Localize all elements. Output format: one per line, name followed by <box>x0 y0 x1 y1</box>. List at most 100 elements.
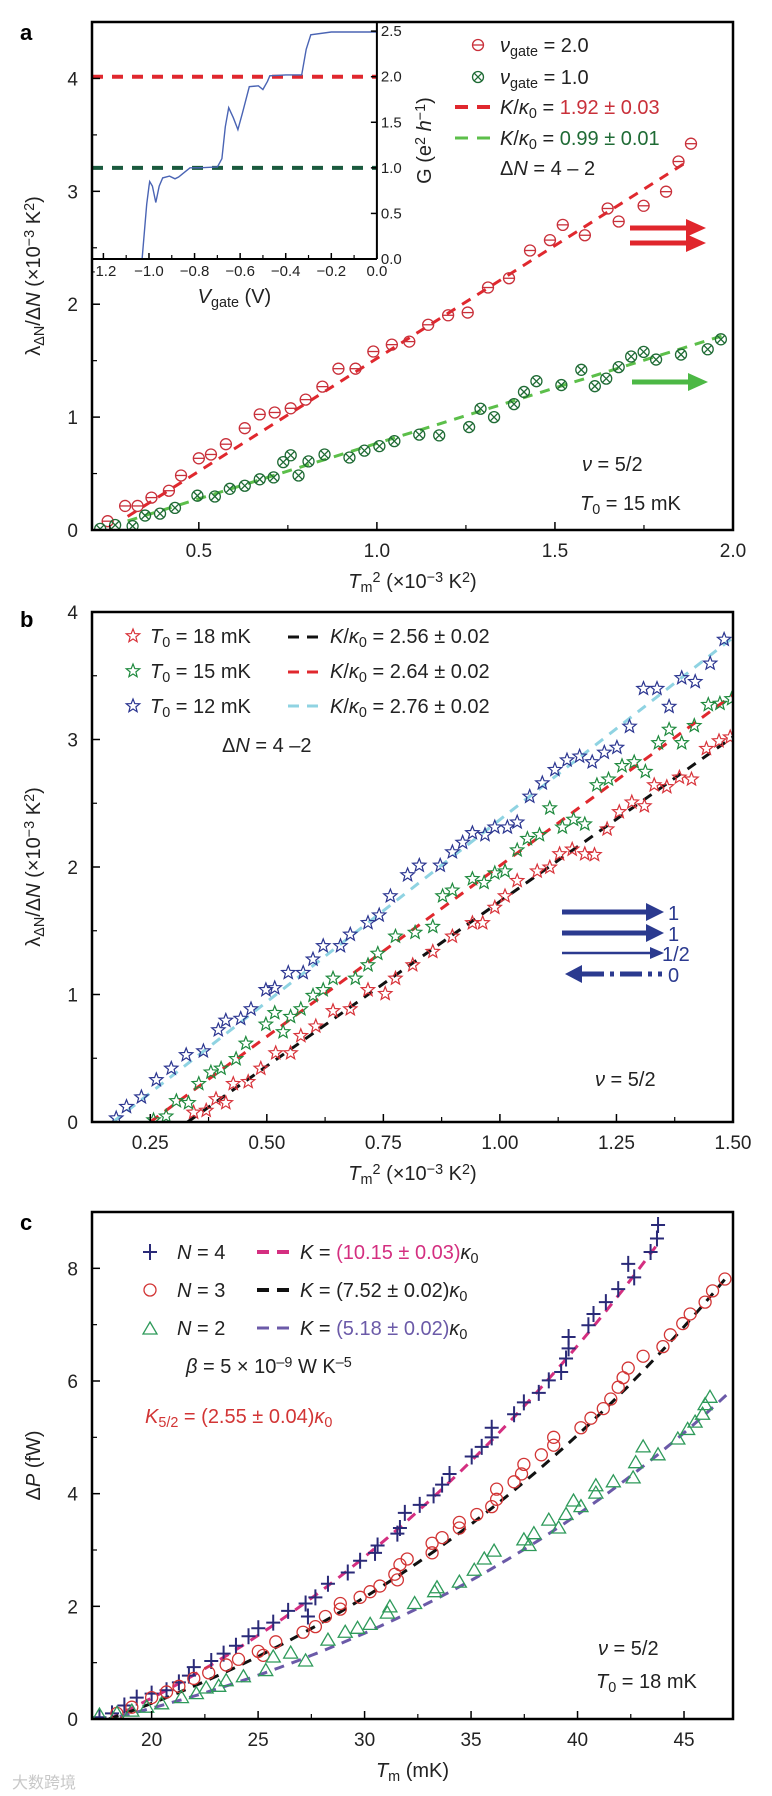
inset-y-tick-label: 1.0 <box>381 160 402 177</box>
data-point-circle-x <box>612 360 625 374</box>
marker-circle <box>153 507 167 520</box>
marker-plus <box>397 1504 412 1521</box>
data-point-star <box>210 1021 227 1038</box>
marker-circle <box>143 1283 157 1297</box>
marker-x <box>193 491 202 500</box>
data-point-star <box>133 1088 150 1105</box>
marker-circle <box>435 1530 449 1545</box>
marker-triangle <box>381 1598 399 1613</box>
marker-circle <box>343 451 356 464</box>
marker-circle <box>718 1272 732 1286</box>
marker-plus <box>611 1281 626 1298</box>
x-tick-label: 0.25 <box>132 1133 169 1154</box>
data-point-star <box>163 1059 180 1076</box>
data-point-star <box>252 1059 269 1076</box>
marker-circle <box>683 1307 697 1321</box>
marker-circle <box>487 410 501 424</box>
legend-n2: N = 2 <box>177 1318 225 1340</box>
data-point-circle-x <box>153 507 167 520</box>
legend-marker-circle <box>143 1283 157 1297</box>
marker-circle <box>705 1284 720 1298</box>
data-point-triangle <box>218 1672 235 1687</box>
data-point-circle-bar <box>162 484 176 497</box>
legend-t0-18: T0 = 18 mK <box>150 626 251 651</box>
marker-triangle <box>587 1484 604 1499</box>
chart-b: 0.25 0.50 0.75 1.00 1.25 1.50 0 1 2 3 4 Tm2 (×10−3 … <box>22 603 751 1188</box>
data-point-circle <box>318 1609 333 1624</box>
data-point-star <box>424 918 441 934</box>
marker-triangle <box>173 1689 190 1704</box>
data-point-circle-bar <box>523 244 537 257</box>
data-point-star <box>292 1000 310 1017</box>
x-tick-label: 2.0 <box>720 541 746 562</box>
data-point-circle-bar <box>131 499 144 513</box>
data-point-circle <box>125 1700 139 1714</box>
y-tick-label: 2 <box>67 295 78 316</box>
inset-x-tick-label: −0.6 <box>225 263 255 280</box>
data-point-star <box>671 768 688 785</box>
data-point-circle-bar <box>601 202 614 215</box>
legend-fit-red: K/κ0 = 1.92 ± 0.03 <box>500 97 660 122</box>
marker-x <box>614 362 623 372</box>
marker-plus <box>117 1697 132 1714</box>
marker-x <box>255 475 264 484</box>
marker-x <box>601 374 611 383</box>
marker-triangle <box>297 1652 314 1667</box>
marker-triangle <box>406 1595 423 1610</box>
data-point-circle <box>604 1392 618 1406</box>
marker-star <box>508 813 526 830</box>
data-point-circle-x <box>292 469 305 482</box>
marker-star <box>475 874 493 890</box>
marker-circle <box>333 1602 347 1616</box>
data-point-star <box>266 979 284 996</box>
data-point-star <box>304 950 322 967</box>
marker-star <box>359 914 377 930</box>
data-point-circle-bar <box>174 469 188 482</box>
data-point-star <box>721 728 733 745</box>
data-point-star <box>701 654 719 671</box>
data-point-star <box>145 1111 162 1122</box>
fit-line <box>126 160 688 518</box>
marker-star <box>292 1027 310 1043</box>
marker-triangle <box>635 1438 652 1453</box>
data-point-circle <box>636 1349 650 1363</box>
marker-star <box>598 820 616 837</box>
legend-marker-star-red <box>124 627 142 644</box>
marker-circle <box>489 1492 504 1506</box>
marker-x <box>639 347 648 357</box>
data-point-star <box>294 964 312 980</box>
marker-plus <box>554 1363 569 1380</box>
data-point-star <box>476 826 494 842</box>
data-point-plus <box>554 1363 569 1380</box>
data-point-triangle <box>669 1430 686 1445</box>
marker-plus <box>353 1552 368 1569</box>
data-point-circle-bar <box>471 38 485 52</box>
data-point-star <box>242 1000 260 1017</box>
marker-star <box>217 1011 235 1028</box>
data-point-triangle <box>265 1648 282 1663</box>
data-point-star <box>282 1044 299 1061</box>
marker-circle <box>425 1536 439 1550</box>
data-point-star <box>650 734 667 750</box>
marker-star <box>210 1021 227 1038</box>
data-point-circle <box>489 1482 504 1496</box>
marker-star <box>195 1042 212 1059</box>
marker-circle <box>612 360 625 374</box>
data-point-star <box>531 826 548 842</box>
data-point-triangle <box>138 1698 155 1713</box>
data-point-triangle <box>686 1413 704 1428</box>
data-point-plus <box>159 1682 174 1699</box>
marker-star <box>660 697 678 714</box>
marker-x <box>532 376 541 386</box>
marker-circle <box>674 348 688 361</box>
data-point-plus <box>204 1652 219 1669</box>
data-point-circle-x <box>575 363 588 376</box>
data-point-circle <box>547 1430 561 1444</box>
data-point-plus <box>340 1564 355 1581</box>
data-point-triangle <box>565 1492 582 1507</box>
marker-star <box>635 679 652 696</box>
data-point-triangle <box>525 1525 543 1540</box>
marker-star <box>464 870 481 886</box>
marker-circle <box>159 1685 174 1699</box>
marker-circle <box>452 1521 467 1535</box>
